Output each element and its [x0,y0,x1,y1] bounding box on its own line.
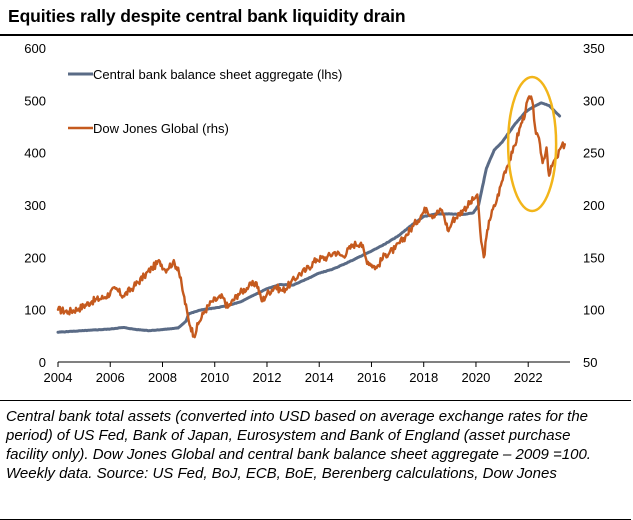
balance-sheet-line [56,101,562,334]
y-left-tick-label: 100 [24,303,46,318]
y-left-tick-label: 0 [39,355,46,370]
y-right-tick-label: 50 [583,355,597,370]
y-left-tick-label: 300 [24,198,46,213]
y-right-tick-label: 250 [583,146,605,161]
legend-label: Central bank balance sheet aggregate (lh… [93,67,342,82]
highlight-ellipse [506,75,558,213]
y-left-tick-label: 600 [24,41,46,56]
x-tick-label: 2006 [96,370,125,385]
title-divider [0,34,633,36]
y-right-tick-label: 350 [583,41,605,56]
y-left-tick-label: 400 [24,146,46,161]
x-tick-label: 2004 [44,370,73,385]
x-tick-label: 2020 [461,370,490,385]
x-tick-label: 2014 [305,370,334,385]
series-group [56,75,566,339]
x-tick-label: 2008 [148,370,177,385]
y-right-tick-label: 200 [583,198,605,213]
line-chart: 2004 2006 2008 2010 2012 2014 2016 2018 2020 2022… [24,41,604,385]
x-tick-label: 2010 [200,370,229,385]
y-right-tick-label: 300 [583,93,605,108]
x-tick-label: 2016 [357,370,386,385]
x-tick-label: 2012 [253,370,282,385]
x-tick-label: 2022 [514,370,543,385]
chart-title: Equities rally despite central bank liqu… [8,6,406,26]
legend-group: Central bank balance sheet aggregate (lh… [68,67,342,136]
x-tick-label: 2018 [409,370,438,385]
axes-group: 2004 2006 2008 2010 2012 2014 2016 2018 2020 2022… [24,41,604,385]
y-left-tick-label: 500 [24,93,46,108]
legend-label: Dow Jones Global (rhs) [93,121,229,136]
chart-caption: Central bank total assets (converted int… [6,408,591,482]
y-left-tick-label: 200 [24,250,46,265]
y-right-tick-label: 100 [583,303,605,318]
legend-item-dow-jones: Dow Jones Global (rhs) [68,121,229,136]
y-right-tick-label: 150 [583,250,605,265]
legend-item-balance-sheet: Central bank balance sheet aggregate (lh… [68,67,342,82]
dow-jones-global-line [56,95,566,339]
